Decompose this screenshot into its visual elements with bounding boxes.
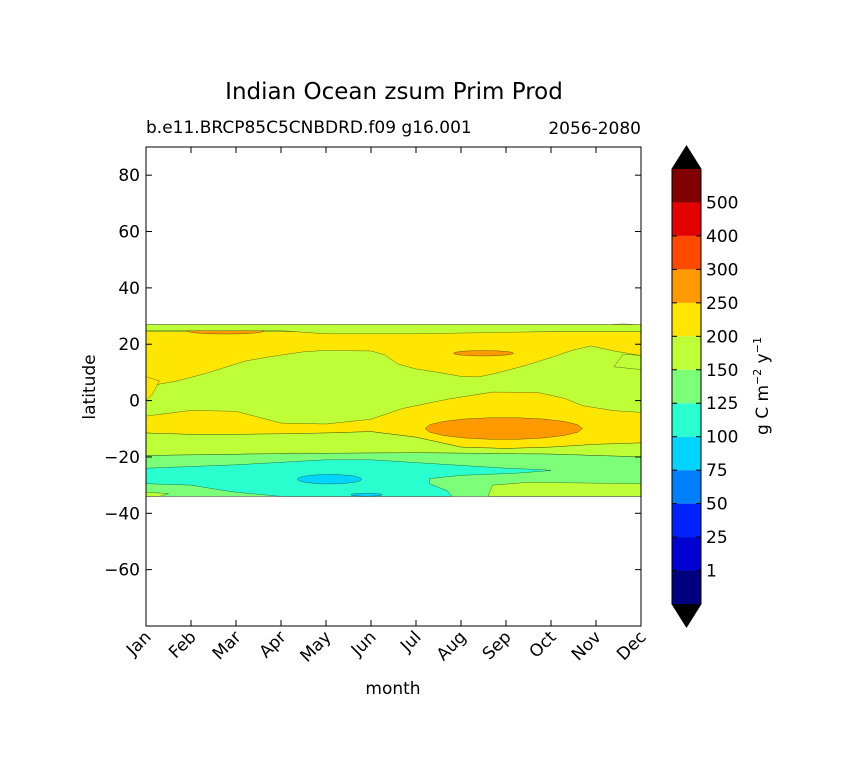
- colorbar-label: g C m−2 y−1: [751, 337, 773, 435]
- x-tick-label: Oct: [526, 627, 561, 662]
- colorbar-tick-label: 300: [706, 260, 738, 280]
- colorbar-swatch: [672, 403, 701, 437]
- y-tick-label: 40: [118, 279, 140, 299]
- contour-fill-150-200-east-edge: [613, 353, 641, 370]
- x-tick-label: Apr: [256, 627, 291, 662]
- colorbar-outline: [671, 145, 702, 628]
- contour-fill-150-200-north-edge: [146, 324, 641, 335]
- colorbar-tick-label: 250: [706, 294, 738, 314]
- x-tick-label: May: [297, 627, 336, 666]
- colorbar-tick-label: 125: [706, 394, 738, 414]
- colorbar-swatch: [672, 369, 701, 404]
- colorbar-tick-label: 25: [706, 528, 728, 548]
- y-tick-label: 60: [118, 223, 140, 243]
- x-tick-label: Nov: [568, 627, 606, 665]
- colorbar-swatch: [672, 570, 701, 604]
- colorbar-tick-label: 200: [706, 327, 738, 347]
- y-axis: 80 60 40 20 0 −20 −40 −60: [104, 166, 641, 581]
- x-tick-label: Jun: [347, 627, 381, 661]
- colorbar-swatch: [672, 503, 701, 538]
- x-tick-label: Feb: [165, 627, 200, 662]
- plot-area: [146, 323, 641, 497]
- y-tick-label: 20: [118, 335, 140, 355]
- colorbar-swatch: [672, 235, 701, 270]
- y-tick-label: −20: [104, 448, 140, 468]
- colorbar-tick-label: 500: [706, 193, 738, 213]
- y-axis-label: latitude: [80, 354, 100, 419]
- x-tick-label: Sep: [479, 627, 516, 664]
- y-tick-label: −40: [104, 504, 140, 524]
- y-tick-label: 80: [118, 166, 140, 186]
- plot-frame: [145, 146, 642, 627]
- colorbar-swatch: [672, 336, 701, 370]
- colorbar-tick-label: 100: [706, 428, 738, 448]
- colorbar-tick-label: 75: [706, 461, 728, 481]
- contour-fill-150-200-sw-edge: [146, 491, 169, 497]
- x-tick-label: Jul: [396, 627, 425, 656]
- colorbar-tick-label: 400: [706, 227, 738, 247]
- colorbar-swatch: [672, 470, 701, 504]
- x-tick-label: Dec: [613, 627, 650, 664]
- colorbar-swatch: [672, 169, 701, 203]
- y-tick-label: −60: [104, 561, 140, 581]
- x-axis-label: month: [365, 679, 420, 699]
- colorbar-extend-bottom: [672, 604, 701, 627]
- colorbar-swatch: [672, 269, 701, 303]
- contour-fill-250-300-south: [424, 417, 583, 440]
- x-tick-label: Aug: [433, 627, 471, 665]
- chart-title: Indian Ocean zsum Prim Prod: [225, 79, 563, 105]
- colorbar-swatch: [672, 202, 701, 236]
- x-tick-label: Mar: [209, 627, 246, 664]
- colorbar-tick-label: 1: [706, 562, 717, 582]
- colorbar-swatch: [672, 436, 701, 471]
- y-tick-label: 0: [129, 392, 140, 412]
- colorbar-extend-top: [672, 146, 701, 169]
- contour-fill-75-100-b: [350, 492, 383, 497]
- colorbar-swatch: [672, 302, 701, 337]
- colorbar-swatch: [672, 537, 701, 571]
- contour-fill-150-200-southeast: [487, 482, 641, 497]
- contour-fill-250-300-north-b: [452, 350, 515, 357]
- contour-fill-200-250-west-edge: [146, 376, 160, 401]
- chart-subtitle-right: 2056-2080: [548, 119, 641, 139]
- contour-fill-75-100-a: [296, 474, 363, 485]
- colorbar-tick-label: 150: [706, 361, 738, 381]
- chart-subtitle-left: b.e11.BRCP85C5CNBDRD.f09 g16.001: [146, 118, 472, 138]
- x-tick-label: Jan: [122, 627, 155, 660]
- contour-fill-200-250-north: [146, 331, 641, 387]
- colorbar-tick-label: 50: [706, 495, 728, 515]
